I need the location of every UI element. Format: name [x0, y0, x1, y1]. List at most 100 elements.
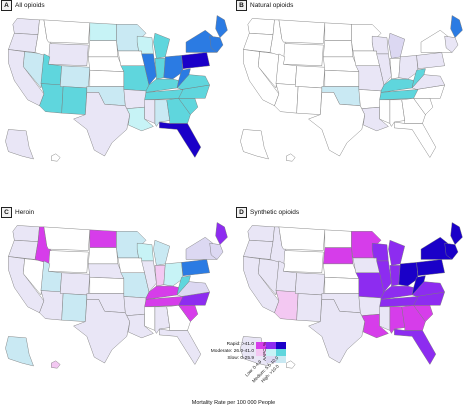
panel-header: C Heroin [1, 207, 34, 218]
state-co [59, 272, 91, 296]
state-mi [153, 239, 170, 266]
state-fl [159, 121, 202, 158]
panel-header: D Synthetic opioids [236, 207, 299, 218]
panel-letter: A [1, 0, 12, 11]
state-me [450, 15, 463, 39]
us-map [5, 222, 228, 369]
state-ky [380, 285, 414, 300]
state-ks [89, 276, 125, 294]
state-nm [61, 86, 88, 115]
state-oh [163, 262, 184, 287]
state-il [376, 260, 392, 293]
state-co [294, 272, 326, 296]
legend-row-rapid: Rapid: >41.0 [226, 342, 254, 347]
state-ar [358, 296, 382, 316]
state-nm [61, 293, 88, 322]
state-in [154, 58, 166, 80]
state-pa [416, 259, 445, 276]
panel-header: A All opioids [1, 0, 45, 11]
state-ar [123, 296, 147, 316]
state-wa [247, 225, 275, 242]
state-ar [123, 89, 147, 109]
state-wv [176, 68, 191, 89]
state-tx [308, 299, 365, 364]
state-wi [371, 35, 389, 55]
panel-letter: C [1, 207, 12, 218]
state-ms [379, 99, 391, 124]
panel-letter: B [236, 0, 247, 11]
state-ne_reg [209, 35, 224, 53]
state-in [389, 265, 401, 287]
state-pa [181, 259, 210, 276]
state-az [274, 290, 299, 321]
state-or [243, 239, 274, 260]
us-map [5, 15, 228, 162]
map-panel-d: D Synthetic opioids [236, 207, 466, 412]
state-or [8, 32, 39, 53]
state-sd [323, 247, 354, 265]
state-ak [5, 129, 34, 160]
state-ne [323, 263, 360, 279]
panel-letter: D [236, 207, 247, 218]
state-il [141, 53, 157, 86]
legend-swatch [276, 349, 286, 356]
us-map [240, 222, 463, 369]
state-co [294, 65, 326, 89]
state-ne [323, 56, 360, 72]
state-mo [120, 65, 150, 92]
legend-swatch [256, 349, 266, 356]
state-hi [51, 153, 61, 162]
legend-row-slow: Slow: 0-25.9 [227, 356, 254, 361]
state-me [215, 15, 228, 39]
legend-y-title: AAPC, % [262, 342, 267, 361]
panel-title: Synthetic opioids [250, 209, 300, 216]
state-sd [88, 247, 119, 265]
state-wi [371, 242, 389, 262]
state-nd [324, 22, 352, 41]
state-fl [394, 121, 437, 158]
state-wy [283, 43, 324, 66]
state-mt [278, 19, 326, 44]
state-fl [159, 328, 202, 365]
state-wy [48, 250, 89, 273]
state-ak [5, 336, 34, 367]
state-ne [88, 56, 125, 72]
state-wv [411, 68, 426, 89]
legend: Rapid: >41.0 Moderate: 26.0-41.0 Slow: 0… [206, 342, 296, 392]
panel-title: Heroin [15, 209, 35, 216]
legend-swatch [266, 356, 276, 363]
state-hi [286, 153, 296, 162]
state-ky [380, 78, 414, 93]
state-oh [398, 55, 419, 80]
state-ne_reg [444, 35, 459, 53]
state-ks [324, 276, 360, 294]
us-map [240, 15, 463, 162]
state-co [59, 65, 91, 89]
state-ms [144, 306, 156, 331]
state-sd [323, 40, 354, 58]
map-panel-c: C Heroin [1, 207, 231, 412]
state-nd [89, 22, 117, 41]
state-wy [283, 250, 324, 273]
state-oh [398, 262, 419, 287]
legend-swatch [266, 349, 276, 356]
state-tx [308, 92, 365, 157]
x-caption: Mortality Rate per 100 000 People [191, 400, 276, 406]
legend-swatch [256, 356, 266, 363]
state-nd [89, 229, 117, 248]
state-oh [163, 55, 184, 80]
state-ia [352, 257, 380, 273]
state-hi [286, 360, 296, 369]
state-wv [176, 275, 191, 296]
state-mo [355, 272, 385, 299]
legend-swatch [256, 342, 266, 349]
state-il [376, 53, 392, 86]
state-wi [136, 35, 154, 55]
state-wa [12, 225, 40, 242]
state-az [274, 83, 299, 114]
state-az [39, 83, 64, 114]
state-hi [51, 360, 61, 369]
state-nm [296, 293, 323, 322]
state-ne_reg [209, 242, 224, 260]
panel-title: Natural opioids [250, 2, 294, 9]
